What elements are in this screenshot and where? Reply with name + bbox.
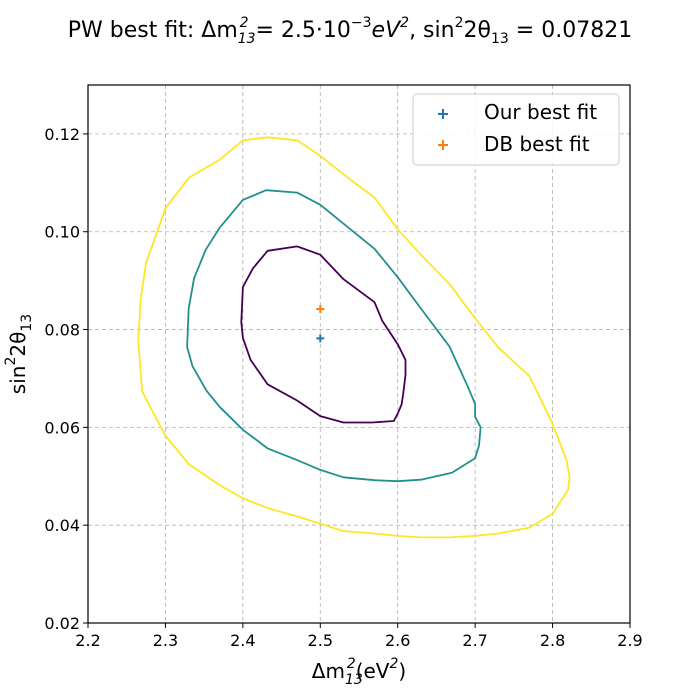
our-best-fit-marker — [316, 334, 325, 343]
x-tick-label: 2.7 — [462, 631, 487, 650]
db-best-fit-marker — [316, 305, 325, 314]
x-tick-label: 2.3 — [153, 631, 178, 650]
legend-label-db-best-fit: DB best fit — [484, 132, 590, 156]
legend-marker-db-best-fit — [438, 140, 448, 150]
y-axis-ticks: 0.02 0.04 0.06 0.08 0.10 0.12 — [44, 125, 88, 633]
y-tick-label: 0.10 — [44, 223, 80, 242]
y-tick-label: 0.08 — [44, 321, 80, 340]
y-tick-label: 0.06 — [44, 418, 80, 437]
legend-label-our-best-fit: Our best fit — [484, 100, 597, 124]
plot-frame — [87, 84, 631, 624]
y-tick-label: 0.12 — [44, 125, 80, 144]
x-tick-label: 2.9 — [617, 631, 642, 650]
best-fit-markers — [316, 305, 325, 343]
legend-marker-our-best-fit — [438, 109, 448, 119]
legend-item-our-best-fit: Our best fit — [438, 100, 597, 124]
x-tick-label: 2.2 — [75, 631, 100, 650]
contour-line-1 — [240, 245, 407, 424]
y-axis-label: sin22θ13 — [3, 314, 35, 394]
y-tick-label: 0.04 — [44, 516, 80, 535]
x-tick-label: 2.5 — [308, 631, 333, 650]
x-axis-ticks: 2.2 2.3 2.4 2.5 2.6 2.7 2.8 2.9 — [75, 623, 643, 650]
legend-box — [412, 93, 620, 166]
contour-line-3 — [137, 136, 571, 539]
legend: Our best fit DB best fit — [412, 93, 620, 166]
contour-line-2 — [186, 189, 482, 483]
y-tick-label: 0.02 — [44, 614, 80, 633]
chart-title: PW best fit: Δm132 = 2.5·10−3eV2, sin22θ… — [68, 15, 632, 47]
contours — [137, 136, 571, 539]
x-tick-label: 2.4 — [230, 631, 255, 650]
legend-item-db-best-fit: DB best fit — [438, 132, 590, 156]
x-tick-label: 2.6 — [385, 631, 410, 650]
x-axis-label: Δm132(eV2) — [312, 656, 406, 688]
x-tick-label: 2.8 — [540, 631, 565, 650]
